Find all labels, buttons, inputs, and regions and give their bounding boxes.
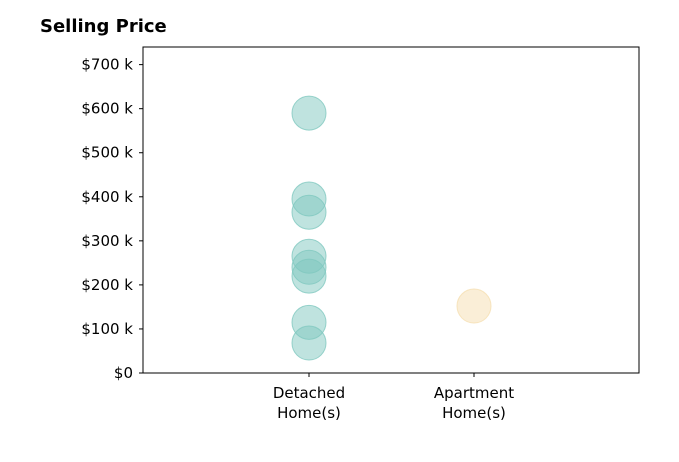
x-tick-label-line: Home(s)	[442, 404, 506, 422]
data-point	[291, 95, 327, 131]
data-point	[291, 258, 327, 294]
data-point	[456, 288, 492, 324]
x-tick-label-line: Apartment	[434, 384, 514, 402]
x-tick-label-line: Detached	[273, 384, 345, 402]
chart-title: Selling Price	[40, 16, 167, 37]
x-tick-label-line: Home(s)	[277, 404, 341, 422]
points-layer	[291, 95, 492, 361]
x-tick-label: Apartment Home(s)	[434, 384, 514, 422]
y-tick-label: $500 k	[81, 144, 133, 162]
plot-frame	[142, 46, 640, 374]
data-point	[291, 194, 327, 230]
x-tick-label: Detached Home(s)	[273, 384, 345, 422]
y-axis: $0 $100 k $200 k $300 k $400 k $500 k $600 k $7…	[81, 56, 143, 382]
y-tick-label: $100 k	[81, 320, 133, 338]
y-tick-label: $300 k	[81, 232, 133, 250]
x-axis: Detached Home(s) Apartment Home(s)	[273, 373, 514, 422]
y-tick-label: $700 k	[81, 56, 133, 74]
y-tick-label: $400 k	[81, 188, 133, 206]
y-tick-label: $600 k	[81, 100, 133, 118]
y-tick-label: $0	[114, 364, 133, 382]
y-tick-label: $200 k	[81, 276, 133, 294]
data-point	[291, 325, 327, 361]
